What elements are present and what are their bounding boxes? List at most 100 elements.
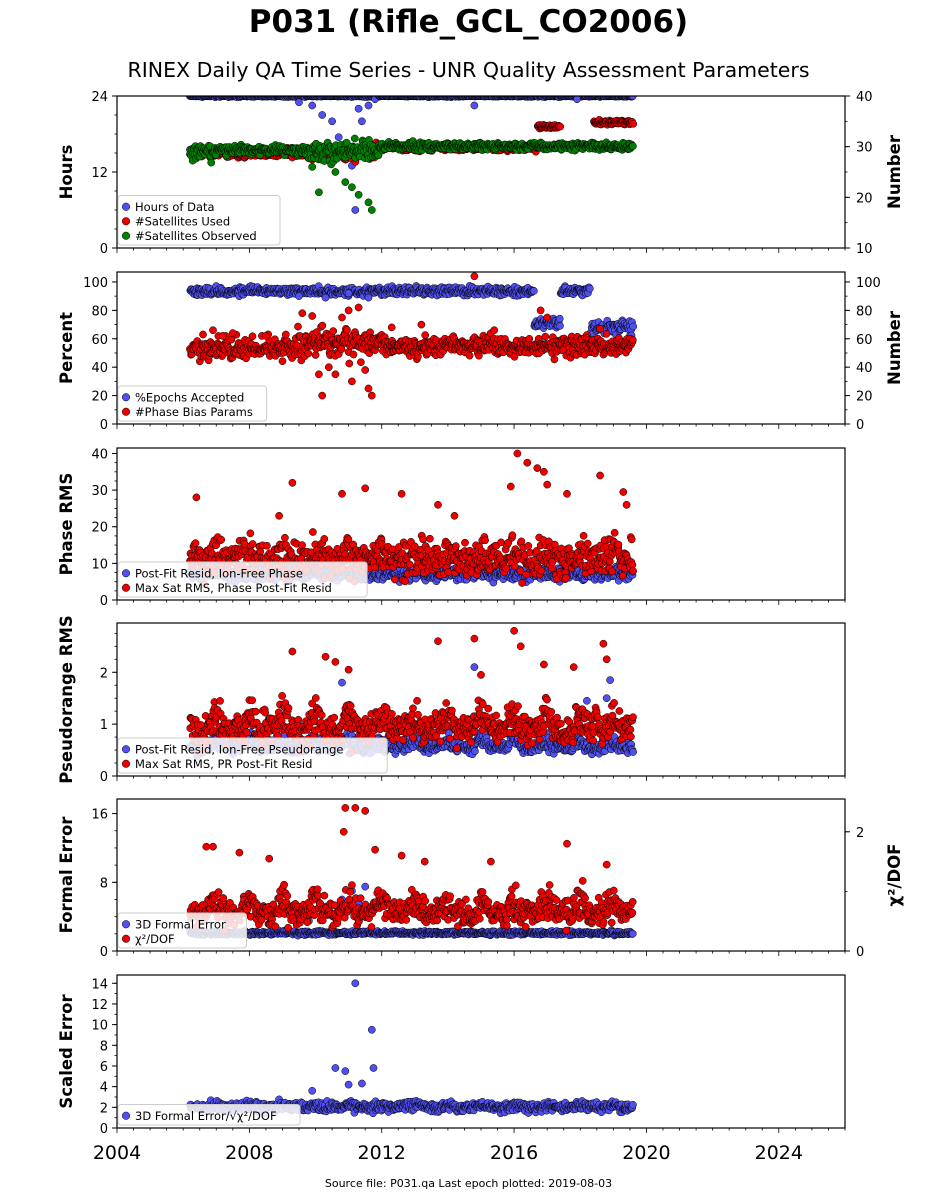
legend-box (117, 385, 268, 422)
data-point (248, 332, 257, 341)
data-point (308, 101, 317, 110)
legend-label: #Satellites Observed (135, 229, 257, 243)
data-point (281, 533, 289, 542)
data-point (295, 292, 303, 300)
data-point (364, 384, 373, 393)
y2-tick-label: 20 (856, 191, 873, 206)
data-point (331, 370, 340, 379)
data-point (354, 190, 363, 199)
legend-label: #Phase Bias Params (135, 405, 253, 419)
data-point (555, 314, 564, 323)
y-tick-label: 40 (91, 361, 108, 376)
data-points (186, 272, 638, 400)
data-point (308, 312, 317, 320)
data-point (309, 528, 317, 536)
data-point (530, 287, 538, 295)
data-point (585, 284, 594, 293)
data-point (294, 322, 302, 331)
series--epochs-accepted (186, 282, 638, 340)
data-point (315, 188, 323, 197)
data-point (367, 391, 376, 400)
data-point (318, 321, 327, 330)
data-point (311, 351, 320, 359)
data-point (281, 330, 290, 339)
y2-axis-label: Number (885, 134, 904, 209)
data-point (278, 357, 287, 366)
y2-tick-label: 100 (856, 276, 881, 291)
y-tick-label: 80 (91, 304, 108, 319)
legend-box (117, 195, 281, 246)
data-point (573, 96, 581, 104)
y2-tick-label: 10 (856, 242, 873, 257)
y2-tick-label: 80 (856, 304, 873, 319)
data-point (295, 98, 303, 107)
data-point (318, 391, 327, 400)
y2-tick-label: 60 (856, 333, 873, 348)
data-point (629, 142, 637, 150)
data-point (525, 334, 534, 343)
legend: Hours of Data#Satellites Used#Satellites… (117, 195, 281, 246)
data-point (318, 111, 327, 119)
data-point (324, 363, 333, 372)
data-point (550, 355, 559, 364)
y-tick-label: 20 (91, 390, 108, 405)
data-point (350, 134, 359, 143)
data-point (596, 324, 604, 333)
data-point (338, 313, 346, 322)
data-point (354, 303, 363, 312)
data-point (344, 289, 353, 298)
data-point (349, 350, 358, 359)
y2-tick-label: 40 (856, 90, 873, 105)
data-point (345, 359, 354, 368)
data-point (246, 529, 255, 538)
data-point (199, 330, 207, 339)
data-point (364, 101, 373, 110)
data-point (329, 327, 338, 335)
data-point (358, 117, 366, 126)
y-tick-label: 60 (91, 333, 108, 348)
data-point (470, 272, 479, 281)
legend-marker (121, 393, 131, 402)
data-point (344, 535, 353, 544)
data-point (602, 329, 611, 338)
legend-marker (121, 217, 131, 226)
series--satellites-observed (186, 134, 637, 214)
data-point (354, 104, 363, 113)
data-point (361, 366, 370, 374)
data-point (417, 320, 426, 329)
data-point (343, 326, 351, 334)
y2-tick-label: 30 (856, 141, 873, 156)
data-point (334, 133, 343, 142)
legend-marker (121, 407, 131, 416)
data-point (328, 117, 336, 126)
chart-subtitle: RINEX Daily QA Time Series - UNR Quality… (127, 58, 810, 82)
legend-label: Hours of Data (135, 200, 215, 214)
y-tick-label: 12 (91, 166, 108, 181)
y2-axis-label: Number (885, 310, 904, 385)
y-axis-label: Hours (57, 144, 76, 199)
data-point (351, 206, 360, 214)
data-point (298, 309, 307, 318)
y-axis-label: Percent (57, 312, 76, 384)
data-point (470, 101, 479, 110)
data-point (465, 351, 474, 360)
panel-2: 020406080100Percent020406080100Number%Ep… (57, 271, 904, 433)
data-point (320, 535, 329, 543)
data-point (541, 332, 550, 341)
data-point (337, 345, 346, 354)
data-point (421, 331, 430, 339)
data-point (629, 119, 638, 128)
data-point (357, 358, 365, 367)
data-point (374, 151, 383, 160)
data-point (341, 178, 350, 186)
legend: %Epochs Accepted#Phase Bias Params (117, 385, 268, 422)
data-point (367, 206, 376, 214)
data-point (262, 332, 270, 340)
y2-tick-label: 0 (856, 418, 864, 433)
data-point (371, 563, 379, 572)
data-point (207, 158, 216, 167)
legend-label: %Epochs Accepted (135, 390, 244, 404)
